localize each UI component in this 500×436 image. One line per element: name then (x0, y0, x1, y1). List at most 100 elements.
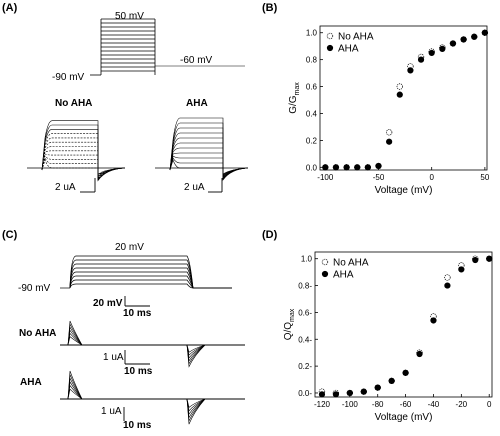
data-point-no-aha (444, 274, 451, 281)
data-point-no-aha (439, 44, 446, 51)
panel-a-tail-label: -60 mV (180, 55, 213, 66)
data-point-no-aha (458, 262, 465, 269)
data-point-no-aha (396, 83, 403, 90)
panel-a-no-aha-label: No AHA (55, 98, 92, 109)
legend-label: AHA (338, 44, 359, 55)
data-point-aha (444, 282, 451, 289)
x-tick-label: 0 (487, 400, 492, 409)
panel-c-no-aha-label: No AHA (19, 328, 56, 339)
data-point-no-aha (417, 53, 425, 61)
data-point-aha (439, 45, 446, 52)
data-point-no-aha (346, 389, 353, 397)
panel-c-aha-label: AHA (20, 377, 42, 388)
data-point-no-aha (402, 369, 409, 376)
y-tick-label: 0.8 (306, 56, 318, 65)
panel-a-aha-label: AHA (186, 98, 208, 109)
panel-c-aha-gating-currents (60, 370, 245, 425)
legend-marker (321, 270, 329, 278)
y-tick-label: 0.4- (298, 335, 312, 344)
data-point-no-aha (354, 164, 361, 171)
data-point-no-aha (375, 162, 382, 170)
panel-a-scalebar-right (208, 178, 223, 193)
y-tick-label: 0.4 (306, 109, 318, 118)
plot-frame (319, 25, 488, 171)
y-axis-label: G/Gmax (288, 82, 301, 114)
panel-a-no-aha-traces (27, 120, 126, 182)
legend-label: No AHA (338, 32, 374, 43)
panel-a-scale-left-label: 2 uA (55, 182, 76, 193)
data-point-no-aha (360, 388, 367, 395)
data-point-no-aha (407, 63, 414, 70)
panel-c-holding-label: -90 mV (18, 283, 51, 294)
panel-b-chart: -100 -50 0 50 0.0 0.2 0.4 0.6 0.8 1.0 Voltage (mV)… (288, 25, 490, 196)
y-tick-label: 0.6- (298, 308, 312, 317)
legend-label: AHA (333, 270, 354, 281)
x-axis-label: Voltage (mV) (375, 412, 433, 423)
x-tick-label: -80 (372, 400, 384, 409)
data-point-aha (332, 391, 340, 398)
x-tick-label: -60 (400, 400, 412, 409)
panel-a-scalebar-left (80, 178, 96, 193)
panel-c-scale-v-label: 20 mV (93, 298, 123, 309)
data-point-no-aha (430, 313, 437, 320)
data-point-no-aha (486, 255, 493, 262)
data-point-no-aha (416, 349, 423, 356)
panel-a-aha-traces (155, 117, 249, 181)
x-tick-label: 50 (480, 173, 489, 182)
data-point-no-aha (388, 377, 395, 385)
panel-c-scale-t-label: 10 ms (123, 308, 152, 319)
data-point-aha (472, 256, 479, 264)
panel-a-protocol-top-label: 50 mV (115, 11, 144, 22)
y-tick-label: 0.0 (306, 163, 318, 172)
data-point-no-aha (332, 389, 340, 397)
x-tick-label: -50 (373, 173, 385, 182)
data-point-no-aha (322, 164, 329, 171)
y-tick-label: 0.2- (298, 362, 312, 371)
y-axis-label: Q/Qmax (283, 308, 296, 340)
legend-marker (321, 258, 329, 266)
x-tick-label: -20 (456, 400, 468, 409)
plot-frame (314, 251, 493, 398)
panel-c-voltage-scalebar (124, 296, 150, 307)
data-point-no-aha (428, 48, 435, 55)
data-point-aha (428, 49, 435, 57)
y-tick-label: 0.2 (306, 136, 318, 145)
panel-a-scale-right-label: 2 uA (184, 182, 205, 193)
data-point-no-aha (374, 384, 381, 391)
data-point-no-aha (481, 29, 489, 36)
panel-c-protocol-steps (60, 255, 232, 289)
data-point-aha (416, 350, 423, 358)
x-tick-label: -100 (317, 173, 334, 182)
panel-c-scale-i2-label: 1 uA (101, 406, 122, 417)
x-tick-label: -120 (314, 400, 331, 409)
panel-c-protocol-top-label: 20 mV (115, 242, 144, 253)
legend-label: No AHA (333, 258, 369, 269)
data-point-no-aha (318, 388, 326, 395)
legend-marker (326, 32, 334, 40)
data-point-no-aha (460, 36, 467, 43)
y-tick-label: 0.0- (298, 389, 312, 398)
y-tick-label: 0.6 (306, 83, 318, 92)
x-tick-label: 0 (429, 173, 434, 182)
panel-d-letter: (D) (262, 229, 278, 241)
data-point-no-aha (472, 255, 479, 262)
data-point-no-aha (343, 164, 350, 171)
y-tick-label: 1.0 (301, 255, 313, 264)
panel-b-letter: (B) (262, 2, 278, 14)
panel-c-scale-t1-label: 10 ms (124, 366, 153, 377)
panel-c-scale-i1-label: 1 uA (103, 352, 124, 363)
x-tick-label: -40 (428, 400, 440, 409)
panel-d-chart: -120 -100 -80 -60 -40 -20 0 0.0- 0.2- 0.4- 0.6- 0.8… (283, 251, 493, 423)
panel-a-protocol-steps (90, 18, 245, 76)
legend-marker (326, 44, 334, 52)
data-point-no-aha (364, 164, 372, 171)
data-point-no-aha (471, 33, 478, 40)
data-point-aha (396, 91, 403, 98)
data-point-no-aha (332, 164, 340, 171)
data-point-no-aha (449, 40, 457, 47)
data-point-aha (386, 138, 393, 145)
panel-a-holding-label: -90 mV (52, 72, 85, 83)
panel-c-no-aha-gating-currents (60, 320, 245, 368)
x-axis-label: Voltage (mV) (375, 185, 433, 196)
